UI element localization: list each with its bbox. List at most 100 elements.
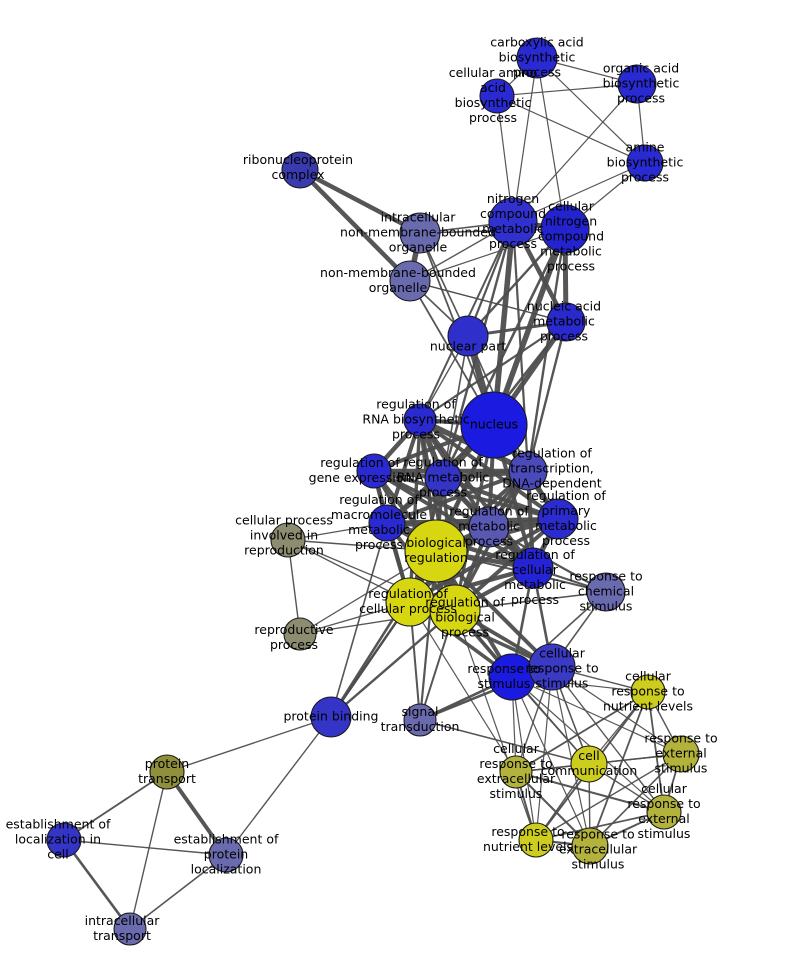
graph-edge <box>512 57 538 223</box>
graph-node-nuclear_part[interactable]: nuclear part <box>447 315 489 357</box>
graph-edge <box>512 83 638 223</box>
node-circle[interactable] <box>310 696 352 738</box>
node-circle[interactable] <box>646 794 682 830</box>
node-circle[interactable] <box>113 912 147 946</box>
node-circle[interactable] <box>508 451 548 491</box>
node-circle[interactable] <box>488 653 536 701</box>
node-circle[interactable] <box>528 643 576 691</box>
node-circle[interactable] <box>662 735 700 773</box>
graph-node-cellular_nitrogen_compound_metabolic_process[interactable]: cellular nitrogen compound metabolic pro… <box>540 204 590 254</box>
graph-node-intracellular_transport[interactable]: intracellular transport <box>113 912 147 946</box>
node-circle[interactable] <box>46 822 82 858</box>
graph-edge <box>511 676 682 755</box>
graph-node-cellular_response_to_nutrient_levels[interactable]: cellular response to nutrient levels <box>630 674 666 710</box>
graph-edge <box>166 716 332 773</box>
graph-node-regulation_of_biological_process[interactable]: regulation of biological process <box>429 584 481 636</box>
node-circle[interactable] <box>424 459 462 497</box>
graph-node-nucleus[interactable]: nucleus <box>460 391 528 459</box>
graph-node-establishment_of_localization_in_cell[interactable]: establishment of localization in cell <box>46 822 82 858</box>
graph-node-cellular_amino_acid_biosynthetic_process[interactable]: cellular amino acid biosynthetic process <box>479 78 515 114</box>
node-circle[interactable] <box>586 572 626 612</box>
graph-node-regulation_of_macromolecule_metabolic_process[interactable]: regulation of macromolecule metabolic pr… <box>368 504 406 542</box>
node-circle[interactable] <box>626 144 664 182</box>
node-circle[interactable] <box>385 577 435 627</box>
node-circle[interactable] <box>368 504 406 542</box>
node-circle[interactable] <box>149 754 185 790</box>
graph-node-cellular_process_involved_in_reproduction[interactable]: cellular process involved in reproductio… <box>270 522 306 558</box>
graph-node-carboxylic_acid_biosynthetic_process[interactable]: carboxylic acid biosynthetic process <box>516 37 558 79</box>
graph-edge <box>129 854 227 930</box>
node-circle[interactable] <box>499 755 533 789</box>
node-circle[interactable] <box>546 302 586 342</box>
node-circle[interactable] <box>403 703 437 737</box>
node-circle[interactable] <box>283 617 317 651</box>
node-circle[interactable] <box>516 37 558 79</box>
graph-node-amine_biosynthetic_process[interactable]: amine biosynthetic process <box>626 144 664 182</box>
graph-edge <box>62 839 132 930</box>
graph-node-protein_binding[interactable]: protein binding <box>310 696 352 738</box>
graph-node-regulation_of_rna_biosynthetic_process[interactable]: regulation of RNA biosynthetic process <box>403 403 437 437</box>
graph-edge <box>515 691 649 773</box>
node-circle[interactable] <box>399 212 441 254</box>
node-circle[interactable] <box>488 197 538 247</box>
graph-node-reproductive_process[interactable]: reproductive process <box>283 617 317 651</box>
node-circle[interactable] <box>468 506 510 548</box>
graph-node-cellular_response_to_stimulus[interactable]: cellular response to stimulus <box>528 643 576 691</box>
graph-edge <box>536 57 646 164</box>
node-circle[interactable] <box>479 78 515 114</box>
graph-node-response_to_external_stimulus[interactable]: response to external stimulus <box>662 735 700 773</box>
graph-node-response_to_extracellular_stimulus[interactable]: response to extracellular stimulus <box>571 827 609 865</box>
node-circle[interactable] <box>389 260 431 302</box>
graph-node-nitrogen_compound_metabolic_process[interactable]: nitrogen compound metabolic process <box>488 197 538 247</box>
graph-node-ribonucleoprotein_complex[interactable]: ribonucleoprotein complex <box>281 151 319 189</box>
graph-node-regulation_of_transcription_dna_dependent[interactable]: regulation of transcription, DNA-depende… <box>508 451 548 491</box>
node-circle[interactable] <box>403 403 437 437</box>
node-circle[interactable] <box>281 151 319 189</box>
node-circle[interactable] <box>208 837 244 873</box>
graph-node-cellular_response_to_external_stimulus[interactable]: cellular response to external stimulus <box>646 794 682 830</box>
graph-node-signal_transduction[interactable]: signal transduction <box>403 703 437 737</box>
graph-edge <box>496 83 638 97</box>
graph-node-response_to_nutrient_levels[interactable]: response to nutrient levels <box>518 822 554 858</box>
graph-node-non_membrane_bounded_organelle[interactable]: non-membrane-bounded organelle <box>389 260 431 302</box>
graph-node-regulation_of_rna_metabolic_process[interactable]: regulation of RNA metabolic process <box>424 459 462 497</box>
graph-node-response_to_chemical_stimulus[interactable]: response to chemical stimulus <box>586 572 626 612</box>
graph-node-regulation_of_cellular_process[interactable]: regulation of cellular process <box>385 577 435 627</box>
graph-node-regulation_of_metabolic_process[interactable]: regulation of metabolic process <box>468 506 510 548</box>
node-circle[interactable] <box>518 822 554 858</box>
node-circle[interactable] <box>512 547 554 589</box>
node-circle[interactable] <box>617 64 657 104</box>
graph-edge <box>373 469 490 529</box>
graph-node-organic_acid_biosynthetic_process[interactable]: organic acid biosynthetic process <box>617 64 657 104</box>
node-circle[interactable] <box>571 827 609 865</box>
node-circle[interactable] <box>537 498 579 540</box>
graph-node-biological_regulation[interactable]: biological regulation <box>404 519 468 583</box>
node-circle[interactable] <box>356 453 392 489</box>
graph-edge <box>589 691 649 847</box>
graph-node-regulation_of_primary_metabolic_process[interactable]: regulation of primary metabolic process <box>537 498 579 540</box>
graph-node-nucleic_acid_metabolic_process[interactable]: nucleic acid metabolic process <box>546 302 586 342</box>
graph-edge <box>298 168 412 283</box>
node-circle[interactable] <box>270 522 306 558</box>
node-circle[interactable] <box>540 204 590 254</box>
node-label-line: process <box>511 592 559 607</box>
graph-node-response_to_stimulus[interactable]: response to stimulus <box>488 653 536 701</box>
node-layer[interactable]: carboxylic acid biosynthetic process orga… <box>46 37 700 946</box>
graph-edge <box>386 469 529 525</box>
node-circle[interactable] <box>460 391 528 459</box>
node-circle[interactable] <box>570 745 608 783</box>
node-circle[interactable] <box>429 584 481 636</box>
graph-node-protein_transport[interactable]: protein transport <box>149 754 185 790</box>
graph-node-regulation_of_gene_expression[interactable]: regulation of gene expression <box>356 453 392 489</box>
node-circle[interactable] <box>447 315 489 357</box>
node-circle[interactable] <box>404 519 468 583</box>
graph-node-regulation_of_cellular_metabolic_process[interactable]: regulation of cellular metabolic process <box>512 547 554 589</box>
graph-node-intracellular_non_membrane_bounded_organelle[interactable]: intracellular non-membrane-bounded organ… <box>399 212 441 254</box>
graph-node-cell_communication[interactable]: cell communication <box>570 745 608 783</box>
graph-node-cellular_response_to_extracellular_stimulus[interactable]: cellular response to extracellular stimu… <box>499 755 533 789</box>
graph-edge <box>419 321 567 421</box>
node-circle[interactable] <box>630 674 666 710</box>
graph-node-establishment_of_protein_localization[interactable]: establishment of protein localization <box>208 837 244 873</box>
